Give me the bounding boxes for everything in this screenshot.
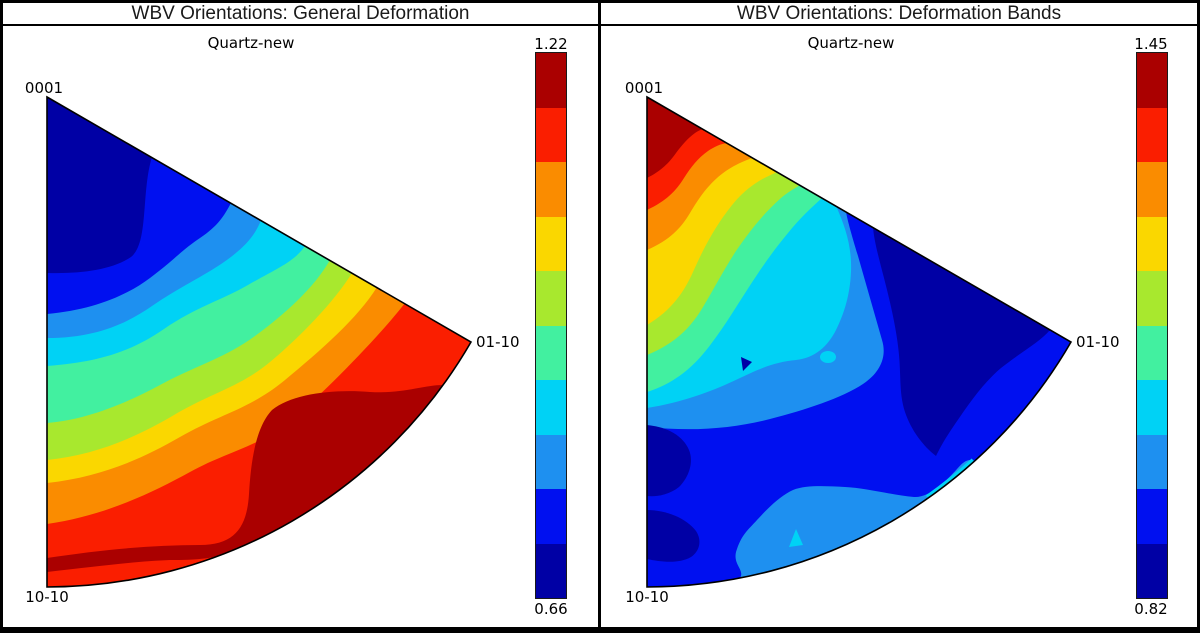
left-colorbar: [535, 52, 567, 599]
left-panel-title: WBV Orientations: General Deformation: [131, 2, 470, 24]
colorbar-segment: [536, 489, 566, 544]
left-colorbar-max: 1.22: [534, 35, 568, 53]
right-arc-cyan-sliver: [925, 458, 975, 499]
left-pole-0001: 0001: [24, 79, 64, 97]
colorbar-segment: [536, 216, 566, 271]
colorbar-segment: [536, 271, 566, 326]
colorbar-segment: [1137, 53, 1167, 108]
colorbar-segment: [536, 380, 566, 435]
right-wedge-contours: [647, 97, 1071, 587]
right-colorbar-min: 0.82: [1134, 600, 1168, 618]
colorbar-segment: [536, 543, 566, 598]
right-arc-azure-swath: [735, 459, 975, 578]
left-panel-title-bar: WBV Orientations: General Deformation: [3, 3, 598, 26]
right-pole-0001: 0001: [624, 79, 664, 97]
right-phase-label: Quartz-new: [807, 34, 895, 52]
right-fan-darkred: [647, 97, 703, 178]
left-pole-10-10: 10-10: [25, 588, 69, 606]
panel-divider: [598, 0, 601, 633]
left-phase-label: Quartz-new: [207, 34, 295, 52]
right-cyan-speck-lower: [789, 529, 803, 547]
colorbar-segment: [1137, 380, 1167, 435]
right-cyan-speck-upper: [820, 351, 836, 363]
right-colorbar: [1136, 52, 1168, 599]
right-colorbar-max: 1.45: [1134, 35, 1168, 53]
colorbar-segment: [1137, 271, 1167, 326]
left-wedge-outline: [46, 95, 473, 588]
colorbar-segment: [536, 434, 566, 489]
colorbar-segment: [1137, 543, 1167, 598]
right-navy-speck: [741, 357, 752, 371]
colorbar-segment: [1137, 162, 1167, 217]
colorbar-segment: [536, 162, 566, 217]
colorbar-segment: [536, 325, 566, 380]
left-pole-01-10: 01-10: [476, 333, 520, 351]
right-pole-10-10: 10-10: [625, 588, 669, 606]
colorbar-segment: [1137, 325, 1167, 380]
right-navy-lobe: [873, 227, 1050, 456]
colorbar-segment: [1137, 489, 1167, 544]
colorbar-segment: [1137, 107, 1167, 162]
right-pole-01-10: 01-10: [1076, 333, 1120, 351]
right-navy-edge-patch-1: [647, 425, 691, 497]
left-wedge-contours: [47, 97, 471, 587]
left-colorbar-min: 0.66: [534, 600, 568, 618]
right-wedge-outline: [646, 95, 1073, 588]
right-navy-edge-patch-2: [647, 510, 700, 562]
colorbar-segment: [536, 107, 566, 162]
colorbar-segment: [1137, 434, 1167, 489]
colorbar-segment: [536, 53, 566, 108]
right-panel-title: WBV Orientations: Deformation Bands: [736, 2, 1062, 24]
right-panel-title-bar: WBV Orientations: Deformation Bands: [601, 3, 1197, 26]
colorbar-segment: [1137, 216, 1167, 271]
left-band-darkred: [47, 385, 443, 572]
